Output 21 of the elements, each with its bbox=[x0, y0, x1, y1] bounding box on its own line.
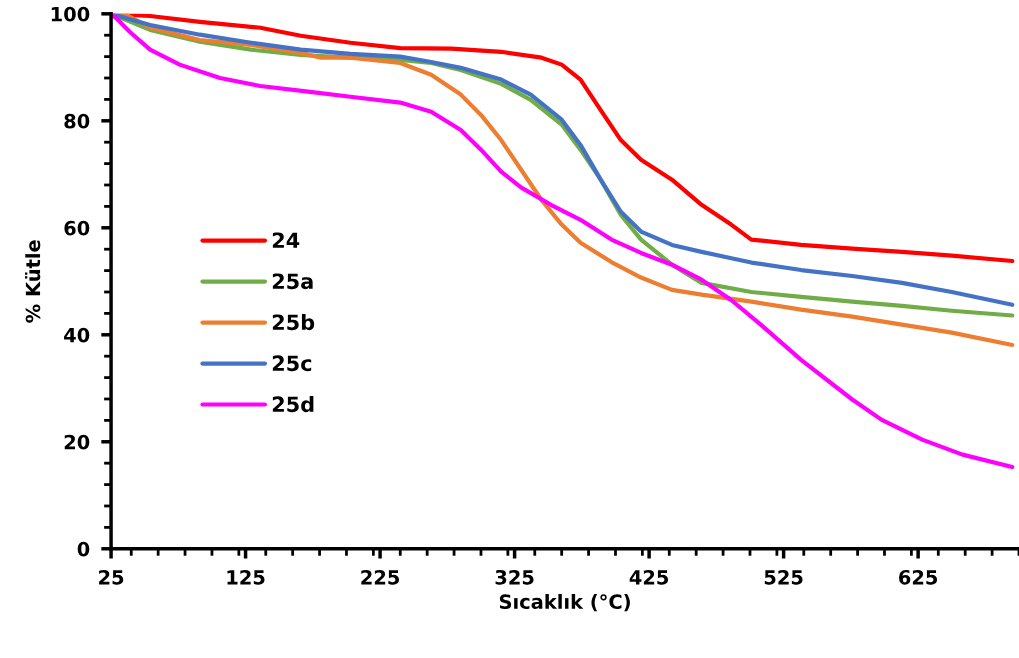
x-axis-title: Sıcaklık (°C) bbox=[499, 593, 630, 612]
y-tick-label: 20 bbox=[64, 434, 90, 450]
y-tick-label: 0 bbox=[77, 541, 90, 557]
y-tick-label: 60 bbox=[64, 220, 90, 236]
x-tick-label: 25 bbox=[99, 569, 124, 585]
legend-label: 25b bbox=[272, 314, 315, 331]
y-axis-title: % Kütle bbox=[25, 240, 41, 323]
x-tick-label: 325 bbox=[495, 569, 534, 585]
legend-label: 25d bbox=[272, 396, 314, 413]
legend-label: 25c bbox=[272, 355, 312, 372]
legend-label: 25a bbox=[272, 273, 313, 290]
x-tick-label: 225 bbox=[361, 569, 400, 585]
y-tick-label: 80 bbox=[64, 113, 90, 129]
x-tick-label: 525 bbox=[764, 569, 803, 585]
y-tick-label: 100 bbox=[51, 6, 90, 22]
legend-label: 24 bbox=[272, 232, 300, 248]
x-tick-label: 125 bbox=[227, 569, 265, 585]
line-series bbox=[111, 13, 1015, 470]
x-tick-label: 425 bbox=[629, 569, 669, 585]
y-tick-label: 40 bbox=[64, 327, 90, 343]
x-tick-label: 625 bbox=[899, 569, 938, 585]
